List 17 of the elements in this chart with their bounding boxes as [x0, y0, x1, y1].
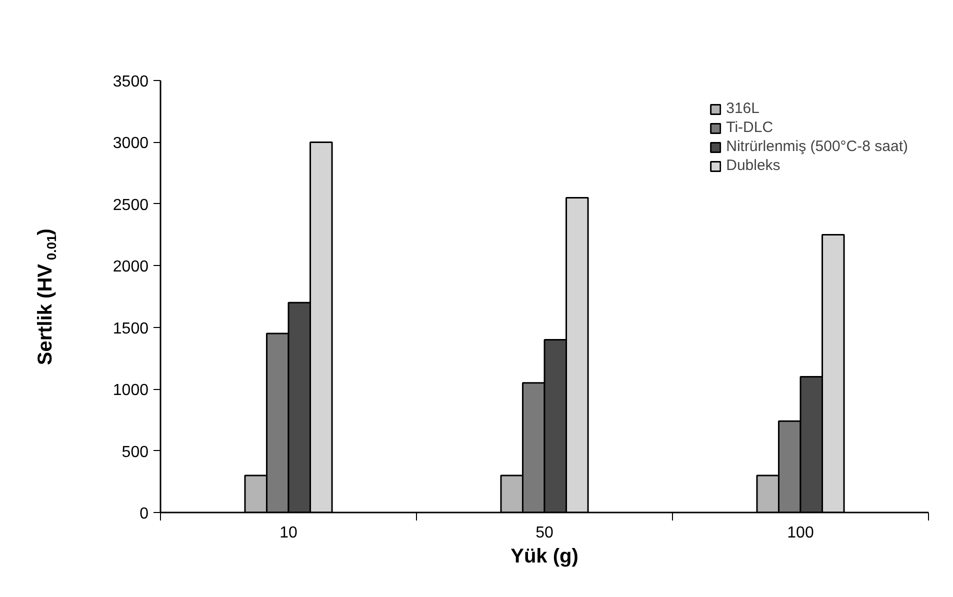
- y-tick-label: 500: [122, 444, 149, 461]
- y-tick-label: 2500: [112, 196, 149, 214]
- y-axis-title: Sertlik (HV0.01): [34, 228, 59, 366]
- x-tick-label: 100: [787, 524, 814, 542]
- x-tick-label: 50: [536, 524, 554, 542]
- y-tick-label: 2000: [112, 258, 149, 276]
- y-tick-label: 3500: [112, 74, 149, 90]
- legend-label: Ti-DLC: [726, 119, 774, 136]
- y-tick-label: 0: [140, 506, 149, 522]
- legend-label: Nitrürlenmiş (500°C-8 saat): [726, 138, 908, 155]
- y-tick-label: 1000: [112, 382, 149, 400]
- y-tick-label: 1500: [112, 320, 149, 338]
- x-tick-label: 10: [280, 524, 298, 542]
- y-tick-label: 3000: [112, 135, 149, 152]
- legend-label: 316L: [726, 100, 760, 117]
- legend-label: Dubleks: [726, 157, 780, 174]
- x-axis-title: Yük (g): [510, 546, 578, 568]
